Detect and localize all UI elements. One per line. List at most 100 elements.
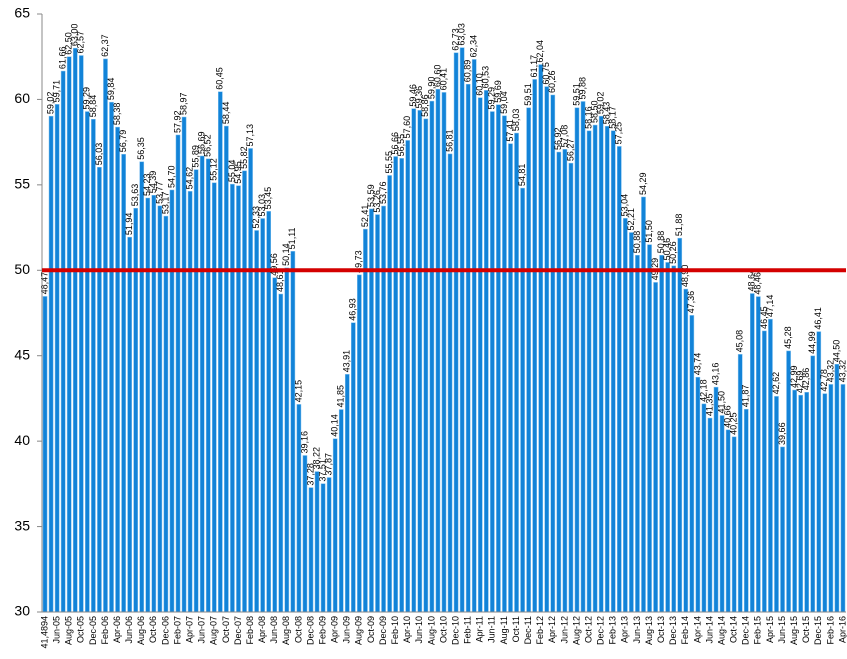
value-label: 53,03	[257, 194, 267, 217]
x-tick-label: Oct-11	[511, 616, 521, 642]
bar	[387, 175, 392, 613]
value-label: 38,22	[311, 447, 321, 470]
x-tick-label: Oct-07	[221, 616, 231, 643]
value-label: 48,47	[39, 272, 49, 295]
value-label: 60,75	[541, 62, 551, 85]
x-tick-label: Dec-07	[233, 616, 243, 645]
value-label: 55,04	[227, 160, 237, 183]
value-label: 55,55	[384, 151, 394, 174]
x-tick-label: Jun-12	[559, 616, 569, 644]
x-tick-label: Dec-05	[88, 616, 98, 645]
bar	[338, 409, 344, 613]
x-tick-label: Oct-08	[293, 616, 303, 643]
x-tick-label: Aug-07	[209, 616, 219, 645]
value-label: 59,51	[523, 83, 533, 106]
bar	[695, 376, 701, 613]
value-label: 56,66	[390, 132, 400, 155]
value-label: 50,26	[668, 241, 678, 264]
x-tick-label: Aug-12	[571, 616, 581, 645]
bar	[707, 417, 713, 613]
value-label: 61,66	[58, 47, 68, 70]
value-label: 57,25	[614, 122, 624, 145]
y-tick-label: 30	[14, 603, 30, 619]
value-label: 42,62	[771, 372, 781, 395]
value-label: 60,60	[432, 65, 442, 88]
value-label: 48,64	[747, 269, 757, 292]
value-label: 50,88	[632, 231, 642, 254]
x-tick-label: Dec-08	[305, 616, 315, 645]
x-tick-label: Aug-11	[499, 616, 509, 644]
value-label: 42,69	[795, 371, 805, 394]
bar	[526, 107, 531, 613]
x-tick-label: Jun-14	[704, 616, 714, 644]
bar	[810, 355, 816, 613]
value-label: 42,18	[698, 379, 708, 402]
bar	[665, 262, 670, 613]
value-label: 53,59	[366, 184, 376, 207]
x-tick-label: Dec-13	[668, 616, 678, 645]
bar	[725, 429, 731, 613]
x-tick-label: Apr-10	[402, 616, 412, 643]
bar	[629, 232, 634, 613]
value-label: 58,86	[420, 94, 430, 117]
bar	[393, 156, 398, 613]
bar	[429, 100, 435, 613]
value-label: 42,78	[819, 369, 829, 392]
bar	[332, 438, 338, 613]
bar	[719, 415, 725, 613]
value-label: 51,11	[287, 227, 297, 249]
value-label: 39,16	[299, 431, 309, 454]
value-label: 49,56	[269, 253, 279, 276]
x-tick-label: Aug-14	[716, 616, 726, 645]
value-label: 49,73	[354, 250, 364, 273]
value-label: 59,88	[577, 77, 587, 100]
value-label: 50,46	[662, 238, 672, 261]
bar	[357, 274, 362, 613]
x-tick-label: Oct-12	[583, 616, 593, 643]
x-tick-label: Jun-09	[342, 616, 352, 644]
x-tick-label: Aug-15	[789, 616, 799, 645]
x-tick-label: Feb-09	[317, 616, 327, 645]
bar	[514, 132, 519, 613]
bar	[344, 374, 350, 613]
value-label: 40,14	[330, 414, 340, 437]
x-tick-label: Oct-14	[729, 616, 739, 643]
bar	[254, 230, 259, 613]
x-tick-label: Oct-09	[366, 616, 376, 643]
bar	[411, 108, 417, 613]
bar	[598, 115, 604, 613]
value-label: 59,02	[596, 92, 606, 115]
value-label: 46,41	[813, 307, 823, 330]
x-tick-label: Jun-10	[414, 616, 424, 644]
bar	[671, 265, 677, 613]
value-label: 48,90	[680, 265, 690, 288]
value-label: 41,50	[716, 391, 726, 414]
value-label: 62,50	[64, 32, 74, 55]
value-label: 45,28	[783, 326, 793, 349]
bar	[187, 191, 193, 613]
value-label: 56,81	[444, 129, 454, 152]
value-label: 53,26	[372, 190, 382, 213]
value-label: 43,74	[692, 353, 702, 376]
x-tick-label: Apr-09	[330, 616, 340, 643]
bar	[683, 288, 689, 613]
bar	[205, 158, 211, 613]
x-tick-label: Jun-07	[197, 616, 207, 644]
value-label: 58,50	[590, 101, 600, 124]
x-tick-label: Jun-06	[124, 616, 134, 644]
y-tick-label: 55	[14, 176, 30, 192]
x-tick-label: Apr-07	[184, 616, 194, 643]
value-label: 42,86	[801, 368, 811, 391]
x-tick-label: Jun-13	[632, 616, 642, 644]
x-tick-label: Apr-14	[692, 616, 702, 643]
value-label: 54,62	[184, 167, 194, 190]
value-label: 58,16	[583, 106, 593, 129]
bar	[471, 59, 477, 613]
value-label: 63,00	[70, 24, 80, 47]
bar	[145, 197, 151, 613]
value-label: 54,39	[148, 171, 158, 194]
bar	[157, 205, 163, 613]
bar	[653, 282, 658, 613]
bar	[556, 151, 562, 613]
x-tick-label: Apr-15	[765, 616, 775, 643]
